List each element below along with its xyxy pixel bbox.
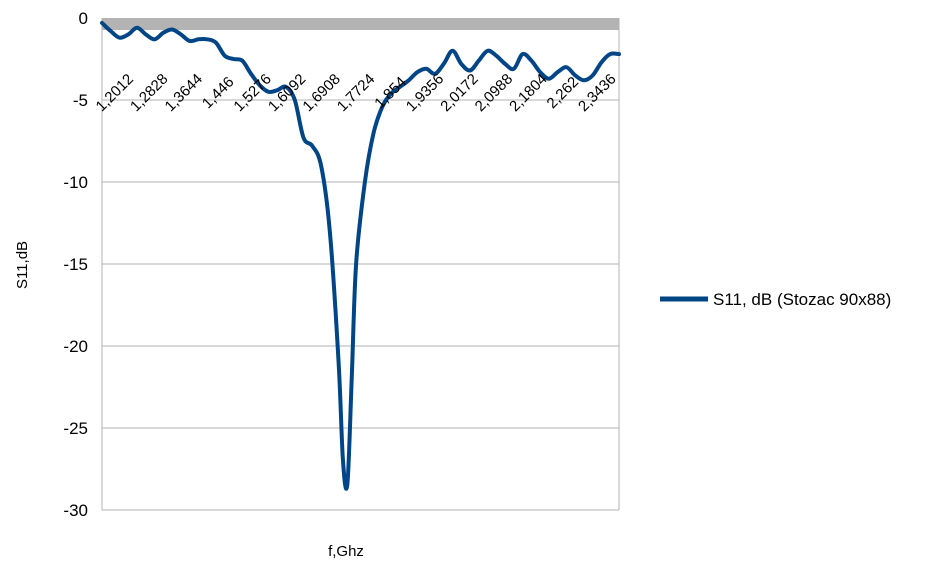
y-axis-title: S11,dB [14, 241, 31, 289]
y-tick-label: -20 [63, 337, 88, 356]
x-tick-label: 1,2828 [127, 71, 171, 115]
x-tick-label: 2,3436 [575, 71, 619, 115]
series-layer [100, 20, 621, 491]
x-axis-title: f,Ghz [328, 543, 364, 560]
series-line-s11 [100, 20, 621, 491]
plot-top-band [102, 18, 619, 30]
y-tick-labels: 0 -5 -10 -15 -20 -25 -30 [63, 9, 88, 520]
y-tick-label: -5 [73, 91, 88, 110]
x-tick-label: 1,446 [199, 74, 238, 113]
x-tick-label: 1,854 [371, 74, 410, 113]
x-tick-labels: 1,20121,28281,36441,4461,52761,60921,690… [93, 71, 620, 115]
y-tick-label: -15 [63, 255, 88, 274]
x-tick-label: 2,0988 [472, 71, 516, 115]
x-tick-label: 1,2012 [93, 71, 137, 115]
x-tick-label: 2,1804 [506, 71, 550, 115]
x-tick-label: 2,0172 [437, 71, 481, 115]
y-tick-label: -10 [63, 173, 88, 192]
legend-label: S11, dB (Stozac 90x88) [713, 290, 891, 309]
y-tick-label: 0 [79, 9, 88, 28]
x-tick-label: 1,6908 [299, 71, 343, 115]
y-tick-label: -25 [63, 419, 88, 438]
y-tick-label: -30 [63, 501, 88, 520]
x-tick-label: 1,3644 [162, 71, 206, 115]
grid-layer [102, 99, 619, 511]
x-tick-label: 1,7724 [334, 71, 378, 115]
